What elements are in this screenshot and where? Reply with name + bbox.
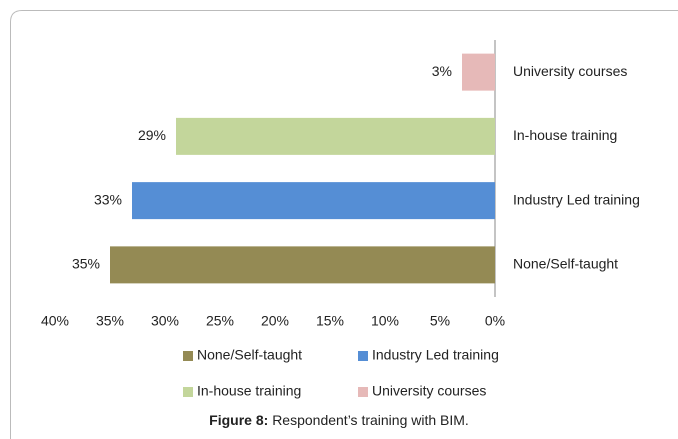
legend-swatch xyxy=(358,387,368,397)
x-tick-label: 20% xyxy=(261,313,289,329)
category-label: None/Self-taught xyxy=(513,256,618,272)
bar xyxy=(110,246,495,284)
bar xyxy=(176,117,495,155)
x-tick-label: 15% xyxy=(316,313,344,329)
legend-label: Industry Led training xyxy=(372,347,499,363)
x-tick-label: 5% xyxy=(430,313,450,329)
category-label: In-house training xyxy=(513,127,617,143)
legend-swatch xyxy=(183,351,193,361)
legend-label: In-house training xyxy=(197,383,301,399)
x-tick-label: 40% xyxy=(41,313,69,329)
frame xyxy=(10,10,678,439)
legend-swatch xyxy=(358,351,368,361)
category-label: University courses xyxy=(513,63,627,79)
caption: Figure 8: Respondent’s training with BIM… xyxy=(209,412,469,428)
legend-swatch xyxy=(183,387,193,397)
x-tick-label: 0% xyxy=(485,313,505,329)
x-tick-label: 35% xyxy=(96,313,124,329)
caption-label: Figure 8: xyxy=(209,412,268,428)
x-tick-label: 10% xyxy=(371,313,399,329)
legend-label: None/Self-taught xyxy=(197,347,302,363)
x-tick-label: 25% xyxy=(206,313,234,329)
value-label: 3% xyxy=(432,63,452,79)
category-label: Industry Led training xyxy=(513,191,640,207)
value-label: 33% xyxy=(94,191,122,207)
bar xyxy=(132,182,495,220)
x-tick-label: 30% xyxy=(151,313,179,329)
caption-text: Respondent’s training with BIM. xyxy=(272,412,469,428)
value-label: 35% xyxy=(72,256,100,272)
bar xyxy=(462,53,495,91)
value-label: 29% xyxy=(138,127,166,143)
legend-label: University courses xyxy=(372,383,486,399)
